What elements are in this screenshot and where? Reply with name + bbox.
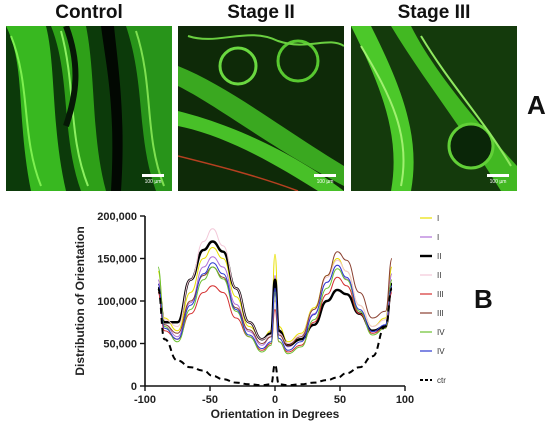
scale-bar: 100 µm <box>314 174 336 185</box>
panel-title-stage-ii: Stage II <box>227 2 295 23</box>
legend-label-1: I <box>437 233 439 242</box>
panel-label-a: A <box>527 90 546 120</box>
legend-label-7: IV <box>437 347 445 356</box>
micrograph-stage-ii: 100 µm <box>178 26 344 191</box>
x-tick-label: -100 <box>134 394 156 406</box>
series-line-8 <box>157 287 393 387</box>
scale-bar: 100 µm <box>142 174 164 185</box>
micrograph-control: 100 µm <box>6 26 172 191</box>
legend-label-5: III <box>437 309 444 318</box>
legend-label-2: II <box>437 252 441 261</box>
x-tick-label: 50 <box>334 394 346 406</box>
orientation-chart: 0 50,000 100,000 150,000 200,000 -100 -50 0 50 10… <box>73 211 446 421</box>
y-tick-label: 100,000 <box>97 296 137 308</box>
y-axis-title: Distribution of Orientation <box>73 226 87 375</box>
micrograph-stage-iii: 100 µm <box>351 26 517 191</box>
series-line-7 <box>157 262 393 351</box>
panel-title-control: Control <box>55 2 123 23</box>
x-tick-label: 100 <box>396 394 414 406</box>
x-axis-title: Orientation in Degrees <box>211 407 340 421</box>
x-tick-label: -50 <box>202 394 218 406</box>
scale-bar-label: 100 µm <box>144 179 162 185</box>
y-tick-label: 200,000 <box>97 211 137 223</box>
legend-label-6: IV <box>437 328 445 337</box>
x-tick-label: 0 <box>272 394 278 406</box>
legend-label-0: I <box>437 214 439 223</box>
y-tick-label: 50,000 <box>103 339 137 351</box>
legend-label-8: ctr <box>437 376 446 385</box>
series-line-2 <box>156 240 394 347</box>
series-line-5 <box>157 251 393 346</box>
panel-label-b: B <box>474 284 493 314</box>
panel-title-stage-iii: Stage III <box>397 2 471 23</box>
series-line-0 <box>157 246 393 343</box>
y-tick-label: 0 <box>131 381 137 393</box>
legend-label-4: III <box>437 290 444 299</box>
series-line-4 <box>157 276 393 353</box>
scale-bar-label: 100 µm <box>489 179 507 185</box>
series-line-6 <box>157 266 393 355</box>
series-line-3 <box>157 228 393 345</box>
y-tick-label: 150,000 <box>97 254 137 266</box>
scale-bar-label: 100 µm <box>316 179 334 185</box>
legend-label-3: II <box>437 271 441 280</box>
scale-bar: 100 µm <box>487 174 509 185</box>
